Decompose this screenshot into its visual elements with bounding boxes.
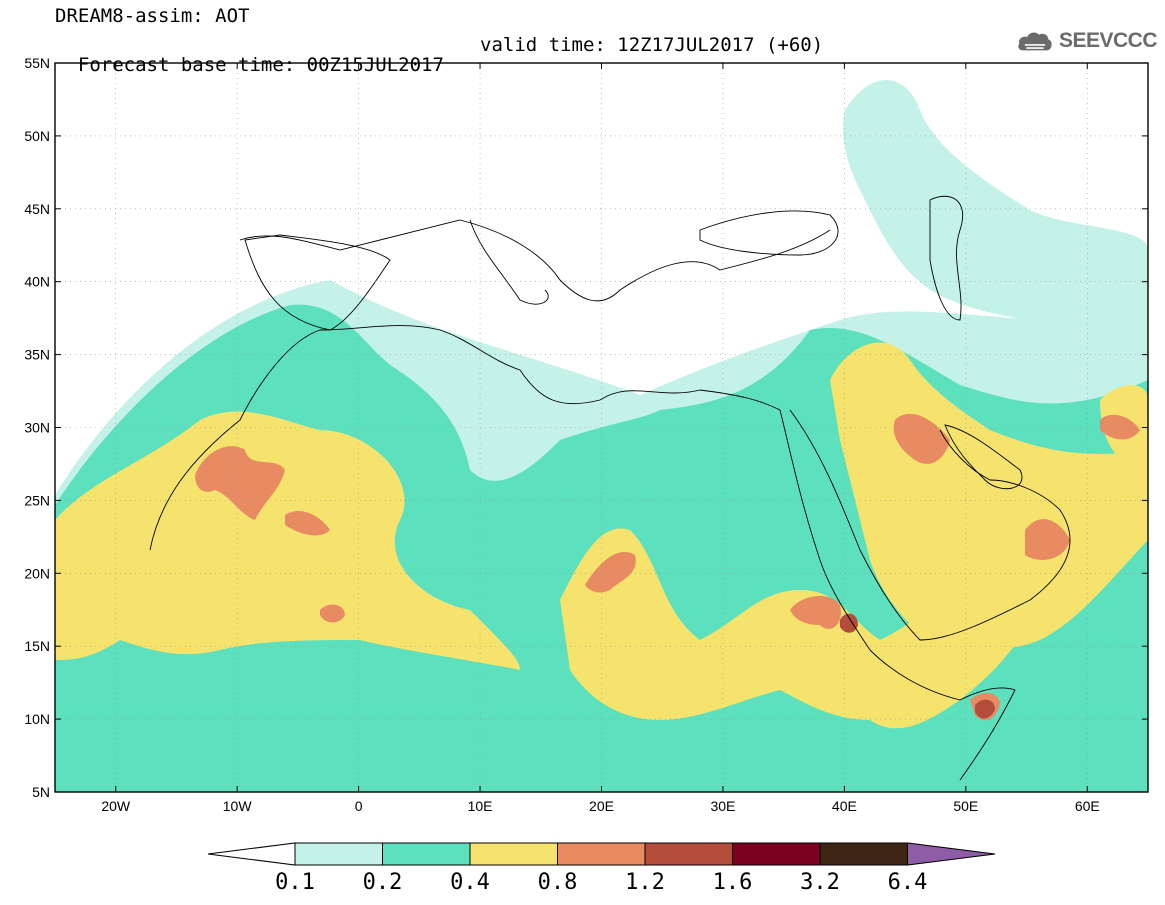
iberia — [244, 234, 391, 331]
italy — [469, 219, 549, 305]
lat-tick-label: 30N — [24, 420, 50, 436]
lat-tick-label: 15N — [24, 638, 50, 654]
lon-tick-label: 20E — [589, 798, 614, 814]
aot-band-0.8-oman — [1025, 519, 1070, 560]
lon-tick-label: 20W — [101, 798, 131, 814]
colorbar-box — [644, 842, 733, 866]
lon-tick-label: 40E — [832, 798, 857, 814]
colorbar-label: 1.6 — [713, 870, 753, 895]
europe-coast — [239, 219, 831, 302]
lat-tick-label: 10N — [24, 711, 50, 727]
aot-band-0.8-eritrea — [790, 595, 841, 629]
caspian-sea — [929, 195, 964, 321]
aot-band-0.8-iran — [1100, 414, 1140, 440]
lon-tick-label: 0 — [355, 798, 363, 814]
aot-band-0.8-libya — [585, 551, 636, 593]
lon-tick-label: 60E — [1075, 798, 1100, 814]
lat-tick-label: 45N — [24, 201, 50, 217]
lat-tick-label: 50N — [24, 128, 50, 144]
aot-band-0.4 — [55, 411, 520, 670]
lon-tick-label: 10E — [468, 798, 493, 814]
lat-tick-label: 40N — [24, 274, 50, 290]
arabian-coast — [789, 409, 1071, 641]
north-africa-coast — [149, 325, 781, 551]
colorbar-box — [469, 842, 558, 866]
lat-tick-label: 20N — [24, 565, 50, 581]
aot-band-1.2-somalia — [975, 699, 995, 719]
colorbar-label: 0.4 — [450, 870, 490, 895]
colorbar-label: 0.2 — [363, 870, 403, 895]
somalia-coast — [959, 687, 1016, 781]
aot-band-0.4-sudan — [560, 528, 1027, 729]
colorbar-label: 3.2 — [800, 870, 840, 895]
map-subtitle: Forecast base time: 00Z15JUL2017 valid ti… — [55, 35, 823, 76]
aot-band-0.8-west — [195, 446, 285, 520]
lon-tick-label: 30E — [710, 798, 735, 814]
colorbar-label: 0.8 — [538, 870, 578, 895]
colorbar-box — [382, 842, 471, 866]
aot-band-0.1-caspian — [843, 80, 1148, 330]
graticule — [55, 63, 1148, 792]
colorbar: 0.1 0.2 0.4 0.8 1.2 1.6 3.2 6.4 — [207, 842, 996, 895]
lat-tick-label: 35N — [24, 347, 50, 363]
cloud-icon — [1018, 32, 1052, 51]
colorbar-box — [557, 842, 646, 866]
colorbar-label: 0.1 — [275, 870, 315, 895]
aot-band-0.8-niger — [320, 604, 345, 623]
red-sea-west-coast — [779, 409, 961, 701]
colorbar-label: 6.4 — [888, 870, 928, 895]
aot-band-0.8-iraq — [893, 413, 950, 464]
axis-ticks: 55N 50N 45N 40N 35N 30N 25N 20N 15N 10N 5N 20W 10W 0 1… — [24, 55, 1148, 814]
lat-tick-label: 25N — [24, 492, 50, 508]
lon-tick-label: 10W — [223, 798, 253, 814]
coastlines — [149, 195, 1071, 781]
aot-field — [55, 80, 1148, 792]
map-title: DREAM8-assim: AOT — [55, 5, 250, 27]
colorbar-upper-triangle — [907, 842, 996, 866]
seevccc-logo: SEEVCCC — [1017, 26, 1158, 56]
lon-tick-label: 50E — [953, 798, 978, 814]
colorbar-label: 1.2 — [625, 870, 665, 895]
colorbar-box — [819, 842, 908, 866]
colorbar-lower-triangle — [207, 842, 296, 866]
aot-band-0.8-mali — [285, 510, 330, 536]
valid-time: valid time: 12Z17JUL2017 (+60) — [480, 34, 824, 56]
colorbar-box — [732, 842, 821, 866]
logo-text: SEEVCCC — [1058, 29, 1158, 52]
forecast-base-time: Forecast base time: 00Z15JUL2017 — [77, 54, 444, 76]
persian-gulf — [944, 424, 1023, 490]
lat-tick-label: 5N — [32, 784, 50, 800]
lat-tick-label: 55N — [24, 55, 50, 71]
colorbar-box — [294, 842, 383, 866]
black-sea — [699, 210, 839, 256]
